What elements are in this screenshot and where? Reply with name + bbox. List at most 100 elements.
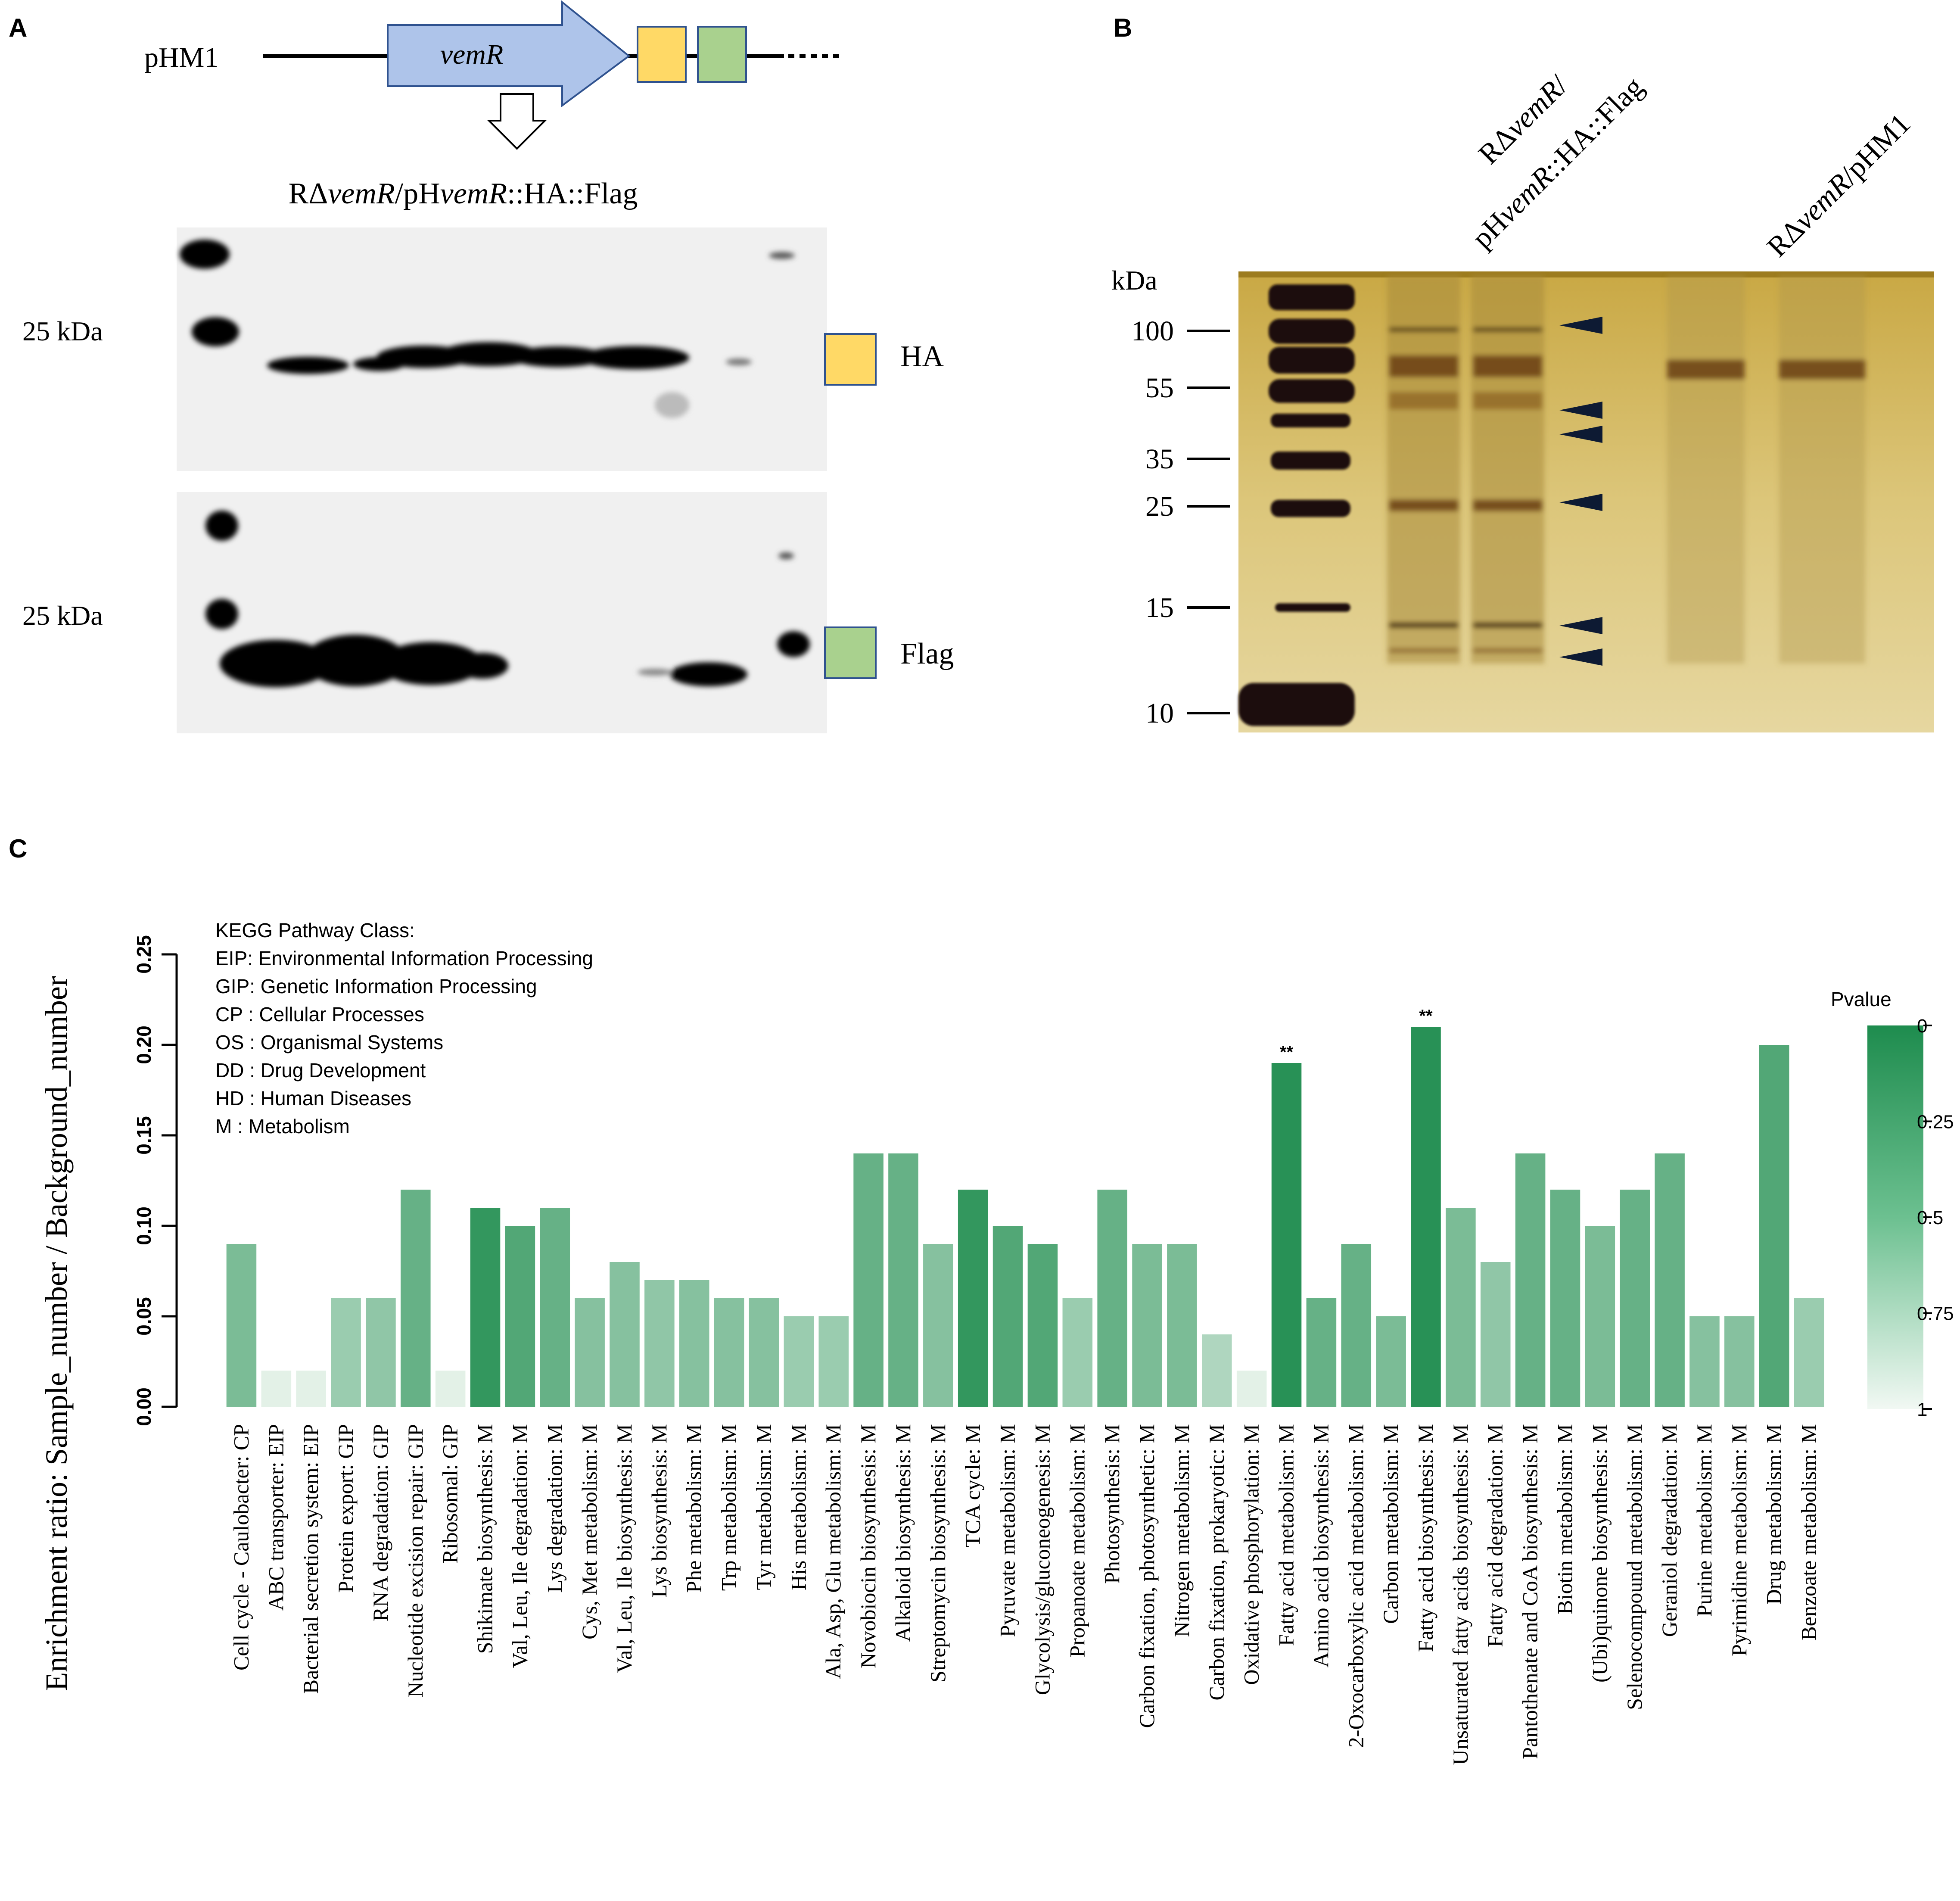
panel-a: A pHM1 vemR RΔvemR/pHvemR::HA::Flag — [9, 0, 954, 733]
x-category-label: Amino acid biosynthesis: M — [1309, 1424, 1333, 1667]
x-category-label: Drug metabolism: M — [1762, 1424, 1786, 1605]
x-category-label: Lys degradation: M — [542, 1424, 566, 1593]
enrichment-bar — [261, 1371, 292, 1407]
kda-marker-label: 15 — [1145, 592, 1174, 623]
x-category-label: Protein export: GIP — [333, 1424, 358, 1593]
panel-a-letter: A — [9, 13, 27, 42]
x-category-label: Trp metabolism: M — [717, 1424, 741, 1591]
enrichment-bar — [853, 1153, 884, 1407]
plasmid-label: pHM1 — [144, 42, 218, 73]
enrichment-bar — [818, 1316, 849, 1407]
x-category-label: Phe metabolism: M — [682, 1424, 706, 1593]
x-category-label: Fatty acid degradation: M — [1483, 1424, 1507, 1647]
enrichment-bar — [575, 1298, 605, 1407]
x-category-label: Benzoate metabolism: M — [1797, 1424, 1821, 1641]
y-tick-label: 0.00 — [133, 1387, 155, 1426]
western-blot-flag — [177, 492, 827, 733]
legend-line: M : Metabolism — [215, 1115, 350, 1137]
x-category-label: Val, Leu, Ile biosynthesis: M — [612, 1424, 636, 1673]
silver-stained-gel — [1238, 271, 1934, 732]
enrichment-bar — [1062, 1298, 1093, 1407]
enrichment-bar — [1689, 1316, 1720, 1407]
enrichment-bar — [1132, 1244, 1162, 1407]
significance-mark: ** — [1419, 1007, 1433, 1025]
kda-marker-label: 10 — [1145, 698, 1174, 729]
arrowhead-markers — [1559, 317, 1602, 666]
x-category-label: Ribosomal: GIP — [438, 1424, 462, 1564]
colorbar-tick-label: 0 — [1917, 1016, 1927, 1037]
panel-b: B kDa RΔvemR/ pHvemR::HA::Flag RΔvemR/pH… — [1111, 13, 1934, 732]
x-category-label: Pyrimidine metabolism: M — [1727, 1424, 1751, 1656]
colorbar-tick-label: 1 — [1917, 1399, 1927, 1420]
down-arrow-icon — [487, 93, 547, 150]
enrichment-bar — [1759, 1045, 1789, 1407]
enrichment-bar — [610, 1262, 640, 1407]
x-category-label: 2-Oxocarboxylic acid metabolism: M — [1344, 1424, 1368, 1748]
blot-ha-size-label: 25 kDa — [22, 316, 103, 346]
pvalue-colorbar: Pvalue 0 0.25 0.5 0.75 1 — [1831, 988, 1954, 1420]
enrichment-bar — [470, 1208, 501, 1407]
x-category-label: Purine metabolism: M — [1692, 1424, 1716, 1617]
enrichment-bar — [923, 1244, 953, 1407]
x-category-label: Cys, Met metabolism: M — [577, 1424, 601, 1639]
y-tick-label: 0.20 — [133, 1025, 155, 1064]
enrichment-bar — [1097, 1190, 1127, 1407]
x-category-label: Pyruvate metabolism: M — [996, 1424, 1020, 1637]
enrichment-bar — [1306, 1298, 1337, 1407]
kda-unit-label: kDa — [1111, 265, 1157, 296]
enrichment-bar — [888, 1153, 918, 1407]
enrichment-bar — [958, 1190, 988, 1407]
vemr-gene-label: vemR — [440, 39, 504, 70]
kegg-class-legend: KEGG Pathway Class: EIP: Environmental In… — [215, 919, 593, 1137]
x-category-label: Propanoate metabolism: M — [1065, 1424, 1089, 1658]
enrichment-bar — [749, 1298, 779, 1407]
enrichment-bar — [1585, 1226, 1615, 1407]
enrichment-bar — [1794, 1298, 1824, 1407]
enrichment-bar — [1550, 1190, 1580, 1407]
enrichment-bar — [296, 1371, 326, 1407]
x-category-label: Alkaloid biosynthesis: M — [891, 1424, 915, 1642]
legend-line: KEGG Pathway Class: — [215, 919, 415, 941]
colorbar-gradient — [1867, 1025, 1923, 1409]
legend-line: GIP: Genetic Information Processing — [215, 975, 537, 997]
flag-tag-box — [697, 26, 747, 83]
enrichment-bar — [540, 1208, 570, 1407]
significance-mark: ** — [1280, 1043, 1294, 1062]
colorbar-tick-label: 0.5 — [1917, 1207, 1943, 1228]
enrichment-bar — [679, 1280, 709, 1407]
enrichment-bar — [784, 1316, 814, 1407]
enrichment-bar — [714, 1298, 744, 1407]
legend-line: CP : Cellular Processes — [215, 1003, 424, 1025]
enrichment-bar — [331, 1298, 361, 1407]
enrichment-bar — [1480, 1262, 1511, 1407]
x-category-label: Novobiocin biosynthesis: M — [856, 1424, 880, 1668]
x-category-label: Nucleotide excision repair: GIP — [403, 1424, 427, 1698]
vemr-gene-arrow — [387, 0, 631, 107]
enrichment-bar — [505, 1226, 535, 1407]
enrichment-bar — [226, 1244, 257, 1407]
x-category-label: Biotin metabolism: M — [1552, 1424, 1577, 1614]
enrichment-bar — [1515, 1153, 1546, 1407]
x-category-label: Carbon fixation, prokaryotic: M — [1204, 1424, 1229, 1701]
legend-line: OS : Organismal Systems — [215, 1031, 443, 1053]
x-category-label: Cell cycle - Caulobacter: CP — [229, 1424, 253, 1670]
enrichment-bar — [992, 1226, 1023, 1407]
enrichment-bar — [1027, 1244, 1058, 1407]
kda-marker-label: 25 — [1145, 491, 1174, 522]
x-category-label: Nitrogen metabolism: M — [1170, 1424, 1194, 1637]
x-category-label: TCA cycle: M — [961, 1424, 985, 1547]
enrichment-bar — [644, 1280, 675, 1407]
enrichment-bar — [1236, 1371, 1267, 1407]
x-category-label: Photosynthesis: M — [1100, 1424, 1124, 1584]
legend-line: EIP: Environmental Information Processin… — [215, 947, 593, 969]
enrichment-bar — [1620, 1190, 1650, 1407]
ha-tag-box — [637, 26, 687, 83]
enrichment-bar — [1376, 1316, 1406, 1407]
enrichment-bar-chart: 0.00 0.05 0.10 0.15 0.20 0.25 Cell cycle - Cau… — [133, 935, 1824, 1765]
y-tick-label: 0.15 — [133, 1116, 155, 1155]
strain-label: RΔvemR/pHvemR::HA::Flag — [289, 177, 638, 210]
x-category-label: Carbon metabolism: M — [1378, 1424, 1403, 1624]
western-blot-ha — [177, 227, 827, 471]
kda-marker-label: 35 — [1145, 443, 1174, 475]
enrichment-bar — [1724, 1316, 1755, 1407]
